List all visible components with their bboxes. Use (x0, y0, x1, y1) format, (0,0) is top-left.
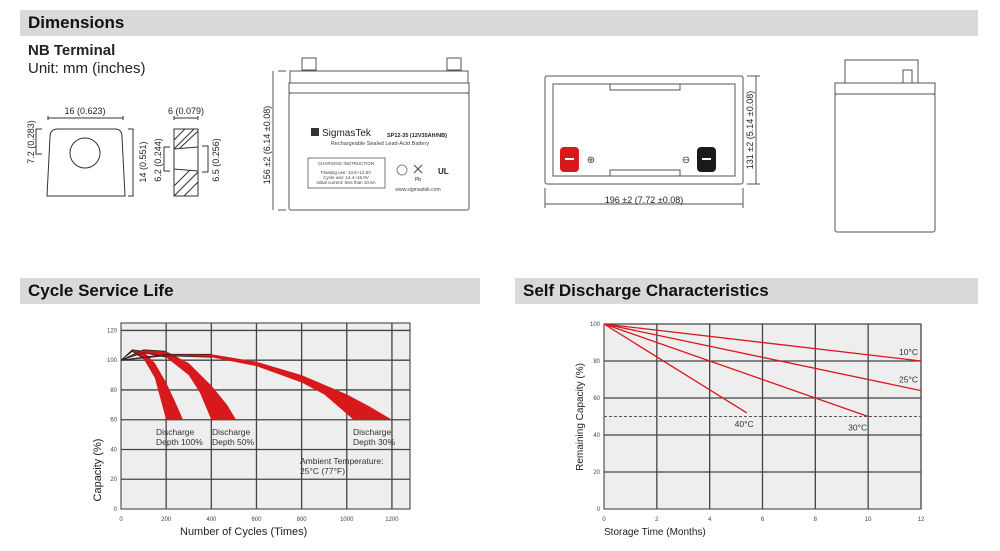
self-xlabel: Storage Time (Months) (604, 527, 706, 538)
y-tick-label: 100 (590, 322, 601, 328)
series-label: 40°C (735, 419, 754, 429)
battery-front-drawing: 156 ±2 (6.14 ±0.08) SigmasTek SP12-35 (1… (262, 57, 470, 211)
x-tick-label: 10 (865, 517, 872, 523)
svg-text:25°C (77°F): 25°C (77°F) (300, 466, 345, 476)
terminal-hole-dim-2: 6.5 (0.256) (211, 138, 221, 182)
plus-symbol: ⊕ (587, 155, 595, 166)
y-tick-label: 80 (593, 359, 600, 365)
terminal-front-drawing: 16 (0.623) 7.2 (0.283) 14 (0.551) (26, 106, 148, 197)
y-tick-label: 40 (110, 447, 117, 453)
charging-line-3: Initial current: less than 10.5A (316, 180, 375, 185)
terminal-thickness-dim: 6 (0.079) (168, 106, 204, 116)
cycle-ylabel: Capacity (%) (92, 439, 104, 502)
battery-website: www.sigmastek.com (395, 187, 440, 193)
y-tick-label: 60 (110, 418, 117, 424)
series-line (603, 323, 922, 362)
pb-label: Pb (415, 177, 421, 183)
svg-text:Depth 100%: Depth 100% (156, 437, 203, 447)
terminal-side-drawing: 6 (0.079) 6.2 (0.244) 6.5 (0.256) (153, 106, 221, 197)
recycle-icon (396, 164, 408, 176)
x-tick-label: 2 (655, 517, 659, 523)
y-tick-label: 80 (110, 388, 117, 394)
battery-brand: SigmasTek (322, 128, 372, 139)
svg-text:Depth 50%: Depth 50% (212, 437, 254, 447)
x-tick-label: 400 (206, 517, 217, 523)
self-ylabel: Remaining Capacity (%) (575, 363, 586, 471)
dimension-drawings: 16 (0.623) 7.2 (0.283) 14 (0.551) 6 (0.0… (26, 57, 936, 233)
cycle-annotation-temperature: Ambient Temperature:25°C (77°F) (300, 456, 383, 476)
y-tick-label: 20 (593, 470, 600, 476)
x-tick-label: 1200 (385, 517, 399, 523)
y-tick-label: 40 (593, 433, 600, 439)
band-outline (120, 350, 144, 361)
series-label: 25°C (899, 375, 918, 385)
series-label: 10°C (899, 347, 918, 357)
charging-line-2: Cycle use: 14.4~15.0V (323, 175, 368, 180)
unit-label: Unit: mm (inches) (28, 60, 146, 77)
x-tick-label: 0 (602, 517, 606, 523)
battery-subtitle: Rechargeable Sealed Lead-Acid Battery (331, 141, 429, 147)
self-discharge-chart: 40°C 30°C25°C10°C100806040200121086420Sto… (575, 322, 925, 538)
terminal-top-dim: 7.2 (0.283) (26, 120, 36, 164)
svg-text:Discharge: Discharge (212, 427, 251, 437)
band-outline (120, 355, 212, 361)
x-tick-label: 12 (918, 517, 925, 523)
battery-width-dim: 131 ±2 (5.14 ±0.08) (745, 91, 755, 169)
y-tick-label: 120 (107, 328, 118, 334)
discharge-band (121, 349, 237, 420)
x-tick-label: 200 (161, 517, 172, 523)
y-tick-label: 0 (114, 507, 118, 513)
terminal-height-dim: 14 (0.551) (138, 141, 148, 182)
y-tick-label: 20 (110, 477, 117, 483)
y-tick-label: 0 (597, 507, 601, 513)
battery-side-drawing (834, 59, 936, 233)
no-bin-icon (413, 164, 423, 174)
y-tick-label: 100 (107, 358, 118, 364)
y-tick-label: 60 (593, 396, 600, 402)
svg-text:Depth 30%: Depth 30% (353, 437, 395, 447)
section-header-self-discharge: Self Discharge Characteristics (515, 278, 978, 304)
svg-text:Ambient Temperature:: Ambient Temperature: (300, 456, 383, 466)
battery-height-dim: 156 ±2 (6.14 ±0.08) (262, 106, 272, 184)
charging-title: CHARGING INSTRUCTION (318, 161, 374, 166)
series-line (603, 323, 747, 414)
band-outline (120, 353, 212, 361)
battery-top-drawing: ⊕ ⊖ 196 ±2 (7.72 ±0.08) 131 ±2 (5.14 ±0.… (544, 75, 760, 208)
x-tick-label: 6 (761, 517, 765, 523)
x-tick-label: 8 (814, 517, 818, 523)
series-line (603, 323, 869, 418)
x-tick-label: 4 (708, 517, 712, 523)
svg-text:Discharge: Discharge (353, 427, 392, 437)
series-label: 30°C (848, 423, 867, 433)
section-header-dimensions: Dimensions (20, 10, 978, 36)
discharge-band (121, 354, 392, 420)
battery-model: SP12-35 (12V35AH/NB) (387, 133, 447, 139)
terminal-hole-dim-1: 6.2 (0.244) (153, 138, 163, 182)
cycle-service-life-chart: 120100806040200120010008006004002000Numb… (92, 322, 411, 538)
svg-text:Discharge: Discharge (156, 427, 195, 437)
series-line (603, 323, 922, 392)
discharge-band (121, 349, 184, 420)
charging-line-1: Floating use: 13.5~13.8V (321, 170, 371, 175)
battery-length-dim: 196 ±2 (7.72 ±0.08) (605, 195, 683, 205)
band-outline (120, 349, 167, 361)
section-header-cycle-life: Cycle Service Life (20, 278, 480, 304)
x-tick-label: 800 (297, 517, 308, 523)
x-tick-label: 600 (251, 517, 262, 523)
terminal-width-dim: 16 (0.623) (64, 106, 105, 116)
terminal-title: NB Terminal (28, 42, 116, 59)
ul-mark-icon: UL (438, 167, 449, 176)
cycle-xlabel: Number of Cycles (Times) (180, 526, 307, 538)
x-tick-label: 0 (119, 517, 123, 523)
x-tick-label: 1000 (340, 517, 354, 523)
minus-symbol: ⊖ (682, 155, 690, 166)
